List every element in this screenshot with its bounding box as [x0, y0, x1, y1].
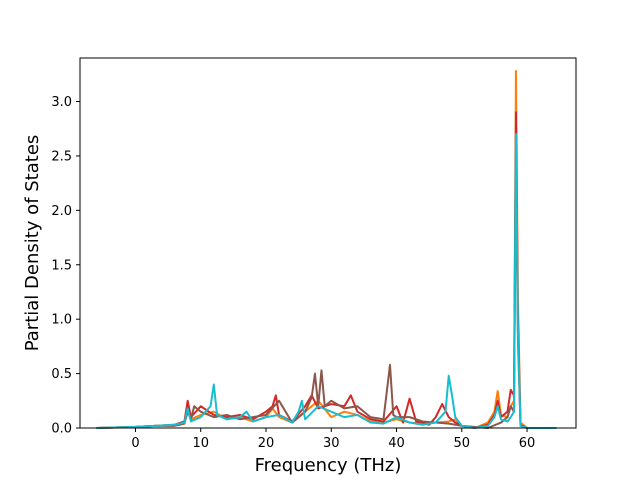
series-line-4	[96, 133, 557, 429]
y-tick-label: 2.5	[51, 149, 72, 164]
y-tick-label: 3.0	[51, 95, 72, 110]
y-tick-label: 0.5	[51, 367, 72, 382]
y-tick-label: 0.0	[51, 422, 72, 437]
y-axis-label: Partial Density of States	[22, 135, 43, 352]
y-tick-label: 2.0	[51, 204, 72, 219]
series-line-3	[96, 154, 557, 429]
plot-frame	[79, 57, 577, 429]
x-tick-label: 20	[258, 436, 275, 451]
x-tick-label: 0	[131, 436, 139, 451]
y-axis-ticks: 0.0 0.5 1.0 1.5 2.0 2.5 3.0	[51, 95, 80, 437]
x-tick-label: 10	[192, 436, 209, 451]
x-tick-label: 40	[388, 436, 405, 451]
x-tick-label: 50	[454, 436, 471, 451]
x-tick-label: 30	[323, 436, 340, 451]
x-tick-label: 60	[519, 436, 536, 451]
x-axis-ticks: 0 10 20 30 40 50 60	[131, 428, 535, 451]
series-layer	[96, 70, 557, 429]
x-axis-label: Frequency (THz)	[255, 455, 402, 476]
y-tick-label: 1.5	[51, 258, 72, 273]
y-tick-label: 1.0	[51, 313, 72, 328]
